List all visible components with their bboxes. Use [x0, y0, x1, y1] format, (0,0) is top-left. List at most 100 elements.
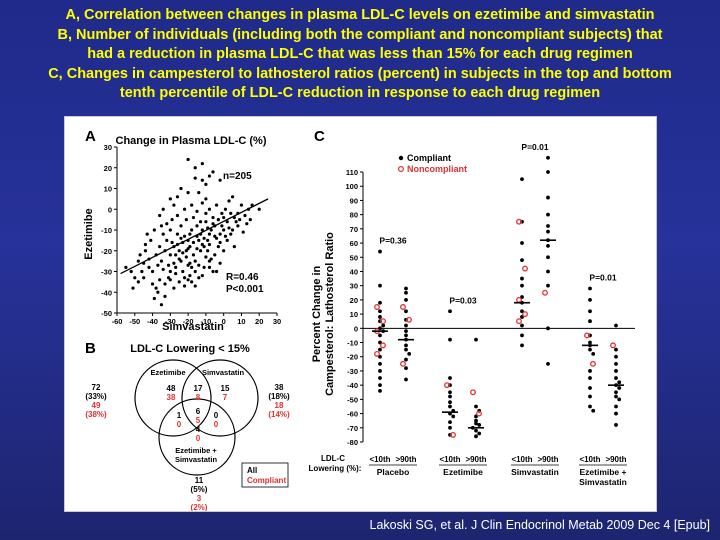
panel-c-noncompliant-point: [522, 311, 528, 318]
panel-a-point: [175, 195, 180, 199]
panel-c-compliant-point: [448, 404, 452, 409]
panel-c-compliant-point: [614, 369, 618, 373]
panel-a-point: [206, 238, 210, 242]
panel-a-ylabel: Ezetimibe: [83, 208, 95, 259]
panel-c-compliant-point: [588, 394, 592, 399]
panel-a-point: [195, 209, 199, 213]
panel-c-compliant-point: [591, 351, 596, 356]
panel-c-compliant-point: [404, 343, 408, 348]
panel-c-compliant-point: [448, 337, 452, 342]
panel-a-point: [214, 236, 219, 240]
panel-c-compliant-point: [520, 323, 524, 328]
venn-outside-right-all: 38: [275, 383, 284, 392]
panel-a-p: P<0.001: [226, 284, 264, 295]
panel-a-point: [204, 220, 208, 224]
panel-a-point: [166, 263, 171, 267]
panel-a-point: [198, 249, 203, 253]
panel-c-noncompliant-point: [380, 318, 386, 325]
panel-c-ytick-label: -50: [347, 395, 358, 404]
panel-a-point: [166, 276, 171, 280]
panel-c-compliant-point: [520, 333, 524, 338]
panel-a-point: [184, 255, 188, 259]
panel-c-compliant-point: [404, 366, 408, 371]
panel-a-point: [188, 261, 192, 265]
panel-a-point: [207, 259, 212, 263]
panel-c-compliant-point: [614, 423, 618, 427]
panel-a-point: [200, 274, 204, 278]
panel-c-noncompliant-point: [542, 289, 548, 296]
panel-c-compliant-point: [378, 283, 382, 288]
panel-a-point: [190, 203, 194, 207]
panel-c-noncompliant-point: [400, 360, 406, 367]
panel-c-compliant-point: [614, 376, 618, 380]
panel-a-title: Change in Plasma LDL-C (%): [116, 135, 267, 147]
panel-a-ytick-label: 10: [104, 185, 112, 194]
panel-a-point: [168, 278, 172, 282]
panel-a-point: [154, 286, 158, 290]
panel-c-p-value: P=0.03: [449, 295, 476, 305]
panel-c-compliant-point: [404, 329, 408, 334]
panel-a-point: [214, 203, 219, 207]
venn-circle-ezetimibe: [134, 359, 212, 437]
panel-a-point: [186, 278, 190, 282]
panel-a-chart: Change in Plasma LDL-C (%) Simvastatin E…: [83, 135, 281, 333]
panel-c-compliant-point: [520, 343, 524, 348]
panel-c-group-label: Simvastatin: [511, 467, 559, 477]
panel-a-point: [239, 203, 244, 207]
panel-c-compliant-point: [404, 286, 408, 291]
panel-c-ytick-label: 20: [350, 296, 358, 305]
panel-a-point: [241, 230, 245, 234]
panel-c-compliant-point: [546, 326, 550, 331]
panel-c-compliant-point: [404, 297, 408, 302]
panel-a-point: [152, 296, 156, 301]
venn-ezetimibe-simvastatin-all: 17: [194, 384, 203, 393]
venn-combo-only-compliant: 0: [196, 434, 201, 443]
legend-compliant-marker: [398, 155, 404, 161]
legend-noncompliant-marker: [398, 165, 405, 172]
panel-c-compliant-point: [474, 337, 478, 342]
panel-c-ytick-label: 90: [350, 196, 358, 205]
panel-c-compliant-point: [588, 297, 592, 302]
panel-c-ytick-label: 10: [350, 310, 358, 319]
panel-c-compliant-point: [546, 243, 550, 248]
panel-c-group-label: Ezetimibe: [443, 467, 483, 477]
panel-a-point: [147, 265, 151, 269]
panel-c-compliant-point: [477, 423, 482, 427]
panel-a-point: [170, 240, 174, 245]
panel-a-point: [177, 249, 181, 253]
panel-a-point: [206, 249, 210, 253]
panel-a-r: R=0.46: [226, 272, 259, 283]
panel-a-point: [230, 195, 235, 199]
venn-label-ezetimibe: Ezetimibe: [150, 368, 185, 377]
panel-c-ytick-label: 60: [350, 239, 358, 248]
panel-c-compliant-point: [617, 397, 622, 402]
panel-a-point: [186, 191, 190, 195]
panel-c-ytick-label: 40: [350, 267, 358, 276]
panel-c-compliant-point: [617, 380, 622, 385]
panel-c-compliant-point: [404, 357, 408, 362]
panel-c-compliant-point: [378, 309, 382, 314]
panel-a-point: [195, 247, 199, 251]
panel-a-point: [182, 276, 187, 280]
panel-a-point: [236, 224, 240, 228]
panel-a-regression-line: [120, 198, 269, 275]
panel-c-p-value: P=0.01: [521, 142, 548, 152]
panel-c-compliant-point: [546, 361, 550, 366]
panel-c-compliant-point: [546, 224, 550, 228]
panel-c-chart: Percent Change in Campesterol: Lathoster…: [309, 142, 635, 487]
venn-ezetimibe-simvastatin-compliant: 8: [196, 393, 201, 402]
panel-a-point: [218, 261, 222, 265]
panel-a-point: [184, 218, 188, 222]
panel-a-point: [184, 249, 188, 253]
venn-circle-simvastatin: [181, 359, 259, 437]
panel-a-point: [230, 228, 235, 232]
panel-a-point: [142, 276, 146, 280]
venn-center-compliant: 5: [196, 416, 201, 425]
panel-c-compliant-point: [591, 408, 596, 413]
panel-a-ytick-label: -30: [101, 268, 112, 277]
venn-ezetimibe-only-all: 48: [167, 384, 176, 393]
panel-c-group-label-line-2: Simvastatin: [579, 477, 627, 487]
panel-c-ytick-label: -30: [347, 367, 358, 376]
panel-a-point: [149, 238, 153, 242]
panel-a-point: [177, 280, 181, 284]
